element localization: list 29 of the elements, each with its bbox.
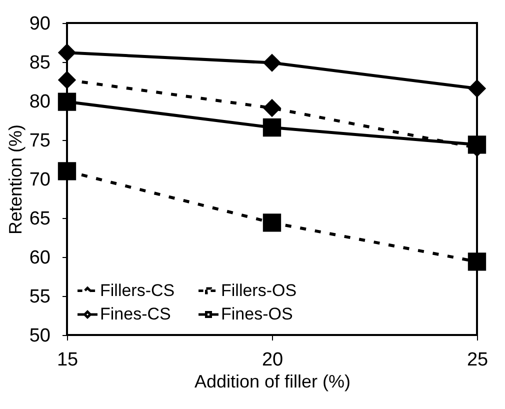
y-tick-label: 75 — [29, 130, 50, 152]
x-tick-label: 25 — [466, 350, 488, 370]
point — [468, 79, 486, 98]
point — [58, 92, 76, 111]
point — [262, 214, 282, 232]
point — [58, 44, 76, 62]
point — [262, 54, 282, 72]
y-tick-label: 65 — [29, 208, 50, 230]
point — [58, 70, 76, 90]
point — [58, 162, 76, 180]
x-tick-label: 15 — [56, 350, 78, 370]
legend-label: Fines-OS — [221, 304, 293, 324]
legend-label: Fillers-OS — [221, 280, 297, 300]
y-tick-label: 50 — [29, 326, 50, 346]
x-axis-title: Addition of filler (%) — [194, 372, 351, 392]
y-tick-label: 80 — [29, 92, 50, 112]
legend-label: Fillers-CS — [100, 280, 175, 300]
point — [262, 98, 282, 118]
point — [468, 136, 486, 154]
y-tick-label: 70 — [29, 170, 50, 190]
x-tick-label: 20 — [262, 350, 284, 370]
y-tick-label: 90 — [29, 14, 50, 34]
y-axis-title: Retention (%) — [5, 124, 26, 235]
legend-label: Fines-CS — [100, 304, 171, 324]
y-tick-label: 85 — [29, 52, 50, 74]
y-tick-label: 55 — [29, 286, 50, 308]
point — [468, 252, 486, 271]
point — [262, 118, 282, 137]
y-tick-label: 60 — [29, 248, 50, 268]
